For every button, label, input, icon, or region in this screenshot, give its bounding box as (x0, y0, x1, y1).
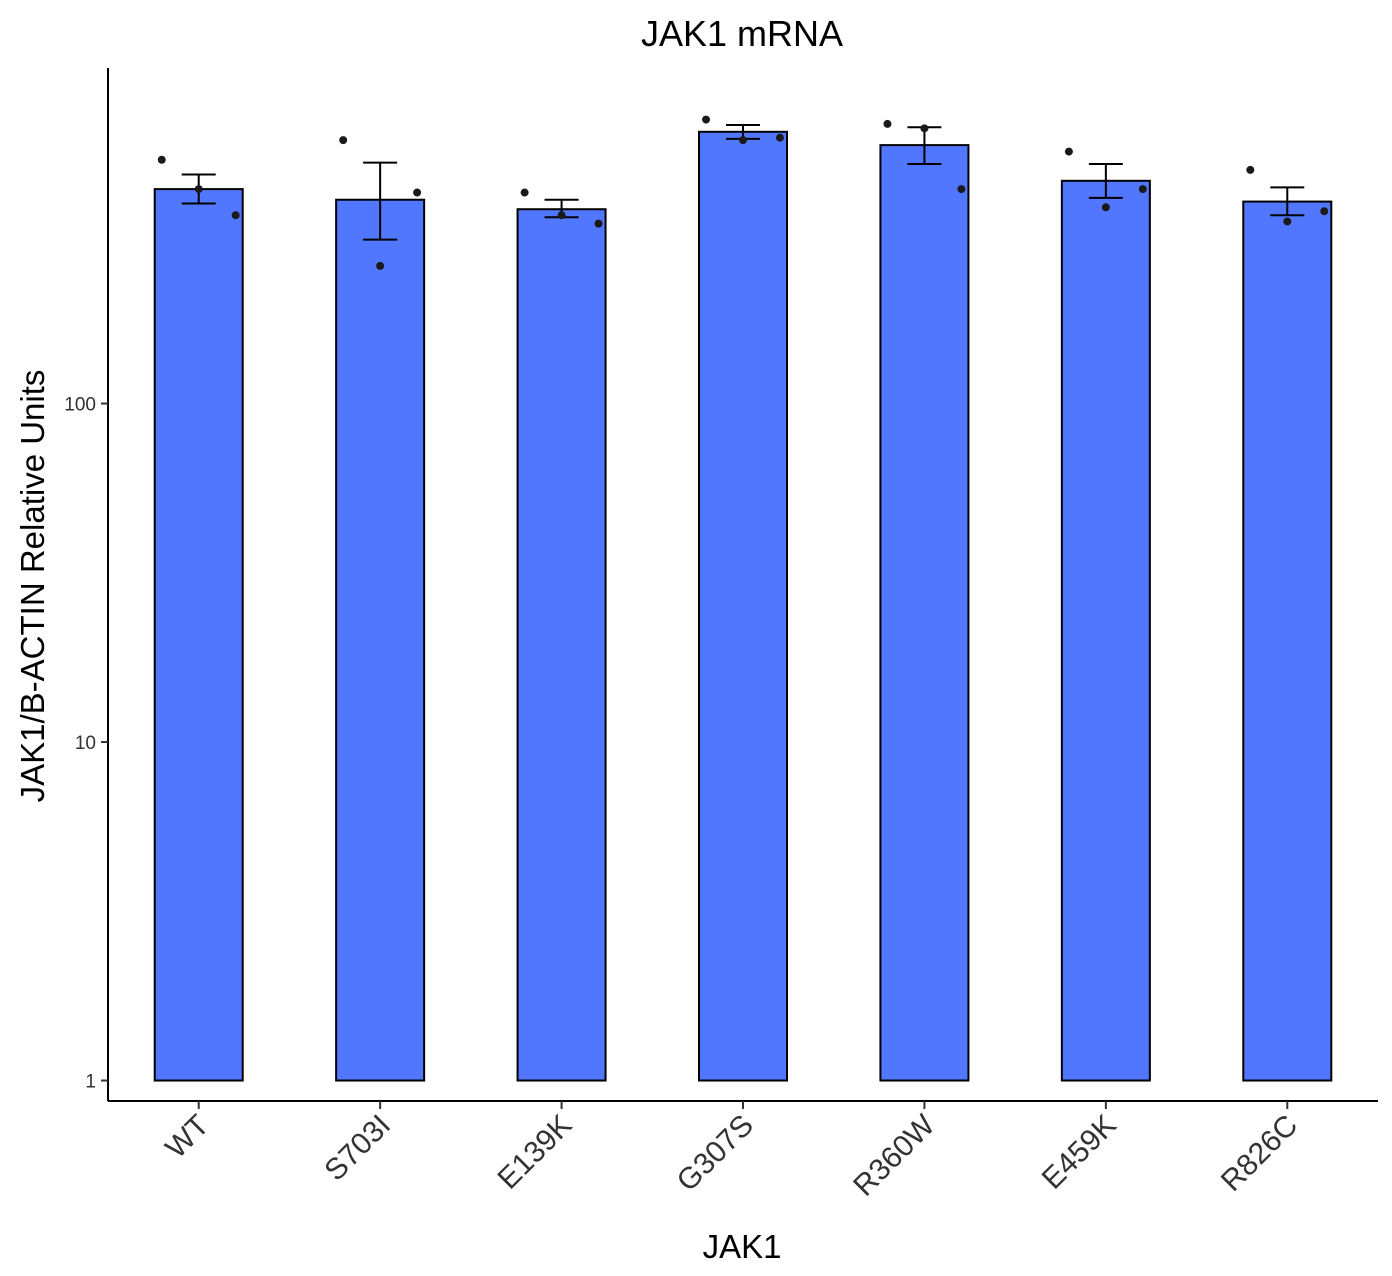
x-tick-label-R360W: R360W (847, 1108, 942, 1203)
data-point-E139K (557, 211, 566, 220)
bar-WT (153, 188, 244, 1082)
data-point-E139K (520, 188, 529, 197)
y-axis-title: JAK1/B-ACTIN Relative Units (14, 370, 51, 803)
data-point-S703I (376, 261, 385, 270)
x-tick-label-S703I: S703I (318, 1109, 397, 1188)
x-tick-label-G307S: G307S (671, 1109, 760, 1198)
data-point-R826C (1283, 217, 1292, 226)
data-point-G307S (739, 136, 747, 145)
data-point-S703I (413, 188, 422, 197)
x-axis-title: JAK1 (703, 1228, 782, 1265)
error-bar-E459K (1088, 163, 1123, 199)
x-tick-label-E459K: E459K (1036, 1109, 1123, 1196)
bar-R360W (879, 144, 970, 1082)
y-tick-label: 1 (85, 1072, 96, 1093)
data-point-G307S (702, 115, 711, 124)
bar-R826C (1242, 200, 1333, 1082)
error-bar-R826C (1270, 186, 1305, 217)
data-point-E139K (594, 219, 603, 228)
data-point-R826C (1320, 207, 1329, 216)
data-point-G307S (775, 133, 784, 142)
x-tick-label-WT: WT (159, 1109, 215, 1165)
error-bar-S703I (363, 161, 398, 241)
x-tick-label-R826C: R826C (1215, 1109, 1304, 1198)
data-points-layer (157, 115, 1329, 270)
data-point-E459K (1138, 185, 1147, 194)
x-tick-label-E139K: E139K (491, 1109, 578, 1196)
data-point-R360W (883, 119, 892, 128)
data-point-R360W (920, 124, 929, 133)
data-point-WT (231, 211, 240, 220)
data-point-E459K (1101, 203, 1110, 212)
bar-E139K (516, 208, 607, 1082)
data-point-E459K (1064, 147, 1073, 156)
data-point-WT (157, 155, 166, 164)
y-tick-label: 10 (75, 733, 96, 754)
bar-G307S (698, 130, 788, 1082)
bar-E459K (1060, 179, 1151, 1082)
y-tick-label: 100 (64, 395, 96, 416)
bar-S703I (335, 198, 426, 1082)
chart-title: JAK1 mRNA (641, 13, 843, 54)
data-point-R360W (957, 185, 966, 194)
data-point-S703I (339, 136, 348, 145)
bars-layer (153, 130, 1333, 1082)
data-point-R826C (1246, 165, 1255, 174)
data-point-WT (194, 185, 203, 194)
